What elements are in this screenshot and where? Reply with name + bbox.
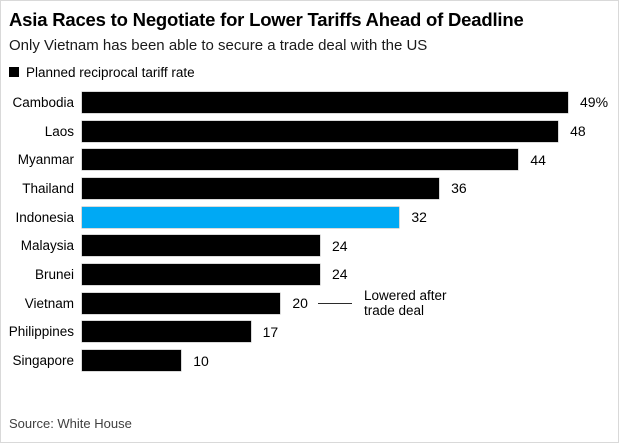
category-label: Indonesia [15, 209, 74, 225]
category-label: Myanmar [17, 152, 74, 168]
chart-row: Brunei 24 [1, 260, 618, 289]
value-label: 48 [570, 123, 586, 140]
chart-row: Malaysia 24 [1, 231, 618, 260]
bar-chart: Cambodia 49% Laos 48 Myanmar 44 Thailand 36 Indo… [1, 88, 618, 375]
chart-row: Laos 48 [1, 117, 618, 146]
bar-laos [82, 120, 559, 142]
value-label: 10 [193, 352, 209, 369]
legend-label: Planned reciprocal tariff rate [26, 64, 195, 80]
chart-row: Thailand 36 [1, 174, 618, 203]
value-label: 49% [580, 94, 609, 111]
value-label: 32 [411, 209, 427, 226]
bar-singapore [82, 350, 182, 372]
category-label: Cambodia [12, 94, 74, 110]
value-label: 36 [451, 180, 467, 197]
bar-vietnam [82, 292, 281, 314]
category-label: Vietnam [24, 295, 74, 311]
annotation-text: Lowered after trade deal [364, 288, 447, 319]
bar-malaysia [82, 235, 320, 257]
chart-title: Asia Races to Negotiate for Lower Tariff… [9, 9, 524, 30]
value-label: 17 [262, 323, 279, 340]
annotation-text-line: trade deal [363, 303, 425, 319]
source-note: Source: White House [9, 416, 132, 431]
category-label: Philippines [8, 324, 74, 340]
chart-row: Myanmar 44 [1, 145, 618, 174]
bar-thailand [82, 177, 440, 199]
bar-philippines [82, 321, 251, 343]
category-label: Malaysia [20, 238, 74, 254]
bar-brunei [82, 263, 320, 285]
legend: Planned reciprocal tariff rate [9, 64, 610, 80]
value-label: 44 [530, 151, 546, 168]
category-label: Singapore [12, 353, 74, 369]
bar-myanmar [82, 149, 519, 171]
chart-subtitle: Only Vietnam has been able to secure a t… [9, 37, 428, 54]
chart-row: Singapore 10 [1, 346, 618, 375]
chart-row: Indonesia 32 [1, 203, 618, 232]
annotation-callout-line [317, 302, 352, 304]
legend-swatch-icon [9, 67, 19, 77]
chart-row: Cambodia 49% [1, 88, 618, 117]
value-label: 24 [332, 266, 348, 283]
chart-row: Philippines 17 [1, 318, 618, 347]
category-label: Laos [44, 123, 74, 139]
value-label: 24 [332, 237, 348, 254]
bar-cambodia [82, 91, 568, 113]
category-label: Brunei [34, 266, 74, 282]
category-label: Thailand [22, 180, 74, 196]
chart-row: Vietnam 20 Lowered after trade deal [1, 288, 618, 319]
annotation-text-line: Lowered after [363, 287, 447, 303]
bar-indonesia [82, 206, 400, 228]
value-label: 20 [292, 295, 308, 312]
